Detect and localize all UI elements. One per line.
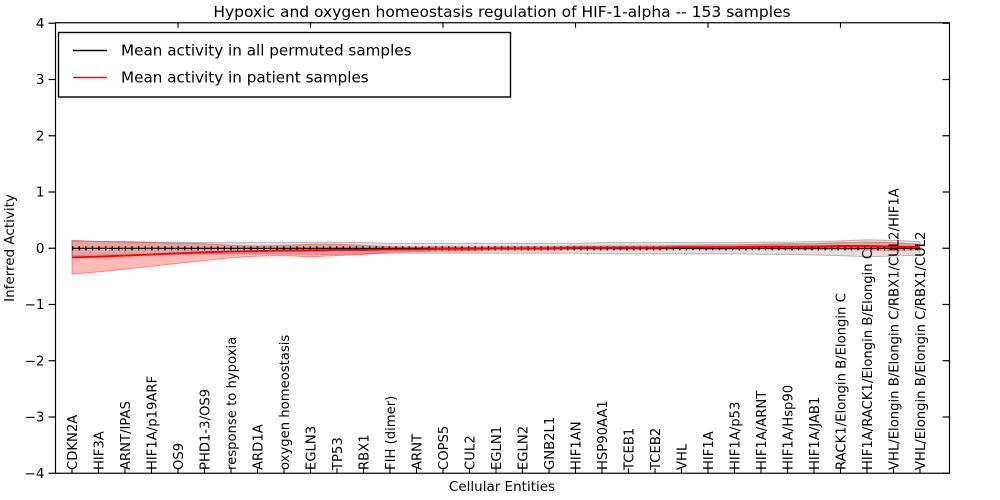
x-tick-label: COPS5 xyxy=(437,426,452,470)
x-tick-label: TCEB2 xyxy=(649,428,664,471)
x-tick-label: ARNT xyxy=(410,433,425,470)
x-tick-label: EGLN1 xyxy=(490,426,505,470)
x-tick-label: CDKN2A xyxy=(66,415,81,470)
x-tick-label: RACK1/Elongin B/Elongin C xyxy=(834,293,849,470)
x-tick-label: oxygen homeostasis xyxy=(278,335,293,470)
x-tick-label: HIF1A/p53 xyxy=(728,402,743,470)
y-tick-label: −1 xyxy=(25,297,45,313)
y-tick-label: 2 xyxy=(36,128,45,144)
chart-title: Hypoxic and oxygen homeostasis regulatio… xyxy=(213,3,790,21)
x-tick-label: response to hypoxia xyxy=(225,337,240,470)
x-tick-label: VHL/Elongin B/Elongin C/RBX1/CUL2 xyxy=(914,231,929,470)
x-tick-label: HIF1A/Hsp90 xyxy=(781,385,796,470)
y-tick-label: −2 xyxy=(25,353,45,369)
y-tick-label: 0 xyxy=(36,241,45,257)
x-tick-label: ARNT/IPAS xyxy=(119,401,134,470)
x-tick-label: HIF1A/ARNT xyxy=(755,390,770,470)
x-tick-label: HIF3A xyxy=(92,431,107,470)
y-tick-label: −4 xyxy=(25,466,45,482)
x-tick-label: FIH (dimer) xyxy=(384,396,399,470)
x-tick-label: VHL/Elongin B/Elongin C/RBX1/CUL2/HIF1A xyxy=(887,188,902,470)
y-axis-label: Inferred Activity xyxy=(2,194,18,302)
y-tick-label: −3 xyxy=(25,410,45,426)
x-tick-label: TCEB1 xyxy=(622,428,637,471)
y-tick-label: 1 xyxy=(36,185,45,201)
legend: Mean activity in all permuted samples Me… xyxy=(57,31,512,98)
legend-box xyxy=(57,31,512,98)
x-tick-label: VHL xyxy=(675,443,690,470)
x-tick-label: HIF1A/RACK1/Elongin B/Elongin C xyxy=(861,250,876,470)
y-tick-label: 3 xyxy=(36,72,45,88)
ticks-layer: 4 3 2 1 0 −1 −2 −3 −4 CDKN2A HIF3A ARNT/IPAS HIF1A/p… xyxy=(25,16,950,482)
x-tick-label: HIF1AN xyxy=(569,421,584,470)
x-tick-label: GNB2L1 xyxy=(543,417,558,470)
x-tick-label: ARD1A xyxy=(251,424,266,470)
legend-label-patient: Mean activity in patient samples xyxy=(121,69,369,87)
x-tick-label: TP53 xyxy=(331,437,346,471)
x-tick-label: PHD1-3/OS9 xyxy=(198,389,213,470)
x-tick-label: EGLN2 xyxy=(516,426,531,470)
x-tick-label: CUL2 xyxy=(463,435,478,470)
x-tick-label: HIF1A xyxy=(702,431,717,470)
y-tick-label: 4 xyxy=(36,16,45,32)
x-tick-label: HIF1A/JAB1 xyxy=(808,397,823,470)
x-tick-label: RBX1 xyxy=(357,434,372,470)
plot-content xyxy=(71,239,921,275)
legend-label-permuted: Mean activity in all permuted samples xyxy=(121,42,412,60)
x-tick-label: HSP90AA1 xyxy=(596,400,611,470)
patient-mean-line xyxy=(71,245,921,259)
x-tick-label: OS9 xyxy=(172,443,187,470)
x-tick-label: EGLN3 xyxy=(304,426,319,470)
x-tick-label: HIF1A/p19ARF xyxy=(145,376,160,470)
x-axis-label: Cellular Entities xyxy=(449,479,555,495)
